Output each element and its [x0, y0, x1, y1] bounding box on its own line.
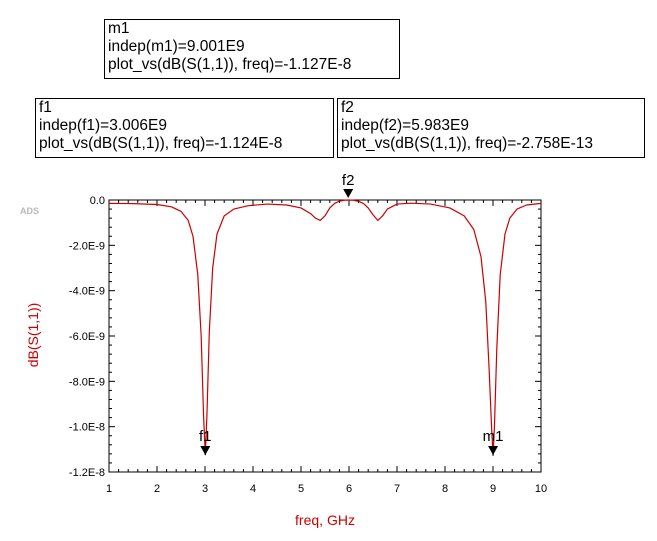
x-tick-label: 6 — [346, 483, 352, 495]
x-tick-label: 5 — [298, 483, 304, 495]
x-tick-label: 8 — [442, 483, 448, 495]
series-line-s11 — [108, 199, 542, 457]
marker-value: plot_vs(dB(S(1,1)), freq)=-1.127E-8 — [108, 56, 352, 73]
marker-f2-triangle — [343, 189, 354, 199]
y-axis-title: dB(S(1,1)) — [25, 303, 41, 368]
y-tick-label: -1.0E-8 — [69, 422, 105, 434]
marker-f1-label: f1 — [199, 428, 212, 445]
marker-f2-label: f2 — [342, 172, 355, 189]
x-tick-label: 9 — [490, 483, 496, 495]
marker-name: f2 — [341, 99, 354, 116]
marker-layer: m1 f1 f2 — [199, 172, 504, 456]
marker-m1-label: m1 — [483, 428, 504, 445]
x-tick-label: 1 — [106, 483, 112, 495]
curve-layer — [108, 199, 542, 457]
y-tick-label: -8.0E-9 — [69, 376, 105, 388]
marker-readout-f2[interactable]: f2 indep(f2)=5.983E9 plot_vs(dB(S(1,1)),… — [337, 98, 645, 158]
marker-f1-triangle — [200, 446, 211, 455]
y-tick-label: -6.0E-9 — [69, 331, 105, 343]
marker-readout-f1[interactable]: f1 indep(f1)=3.006E9 plot_vs(dB(S(1,1)),… — [35, 98, 334, 158]
y-tick-label: -2.0E-9 — [69, 240, 105, 252]
x-tick-label: 4 — [250, 483, 256, 495]
x-tick-label: 3 — [202, 483, 208, 495]
marker-readout-m1[interactable]: m1 indep(m1)=9.001E9 plot_vs(dB(S(1,1)),… — [104, 19, 400, 79]
y-tick-label: -1.2E-8 — [69, 467, 105, 479]
marker-value: plot_vs(dB(S(1,1)), freq)=-2.758E-13 — [341, 135, 593, 152]
marker-name: f1 — [39, 99, 52, 116]
y-tick-label: 0.0 — [90, 195, 105, 207]
marker-indep: indep(f2)=5.983E9 — [341, 117, 469, 134]
axis-ticks: 1 2 3 4 5 6 7 8 9 10 0.0 -2.0E-9 -4.0E-9 -6.0E-9 -8.0E… — [69, 195, 547, 495]
x-tick-label: 2 — [154, 483, 160, 495]
x-tick-label: 7 — [394, 483, 400, 495]
marker-indep: indep(f1)=3.006E9 — [39, 117, 167, 134]
marker-indep: indep(m1)=9.001E9 — [108, 38, 245, 55]
y-tick-label: -4.0E-9 — [69, 286, 105, 298]
marker-name: m1 — [108, 20, 130, 37]
x-axis-title: freq, GHz — [295, 512, 355, 528]
marker-m1-triangle — [488, 446, 499, 455]
marker-value: plot_vs(dB(S(1,1)), freq)=-1.124E-8 — [39, 135, 283, 152]
ads-logo: ADS — [20, 206, 39, 216]
x-tick-label: 10 — [535, 483, 547, 495]
